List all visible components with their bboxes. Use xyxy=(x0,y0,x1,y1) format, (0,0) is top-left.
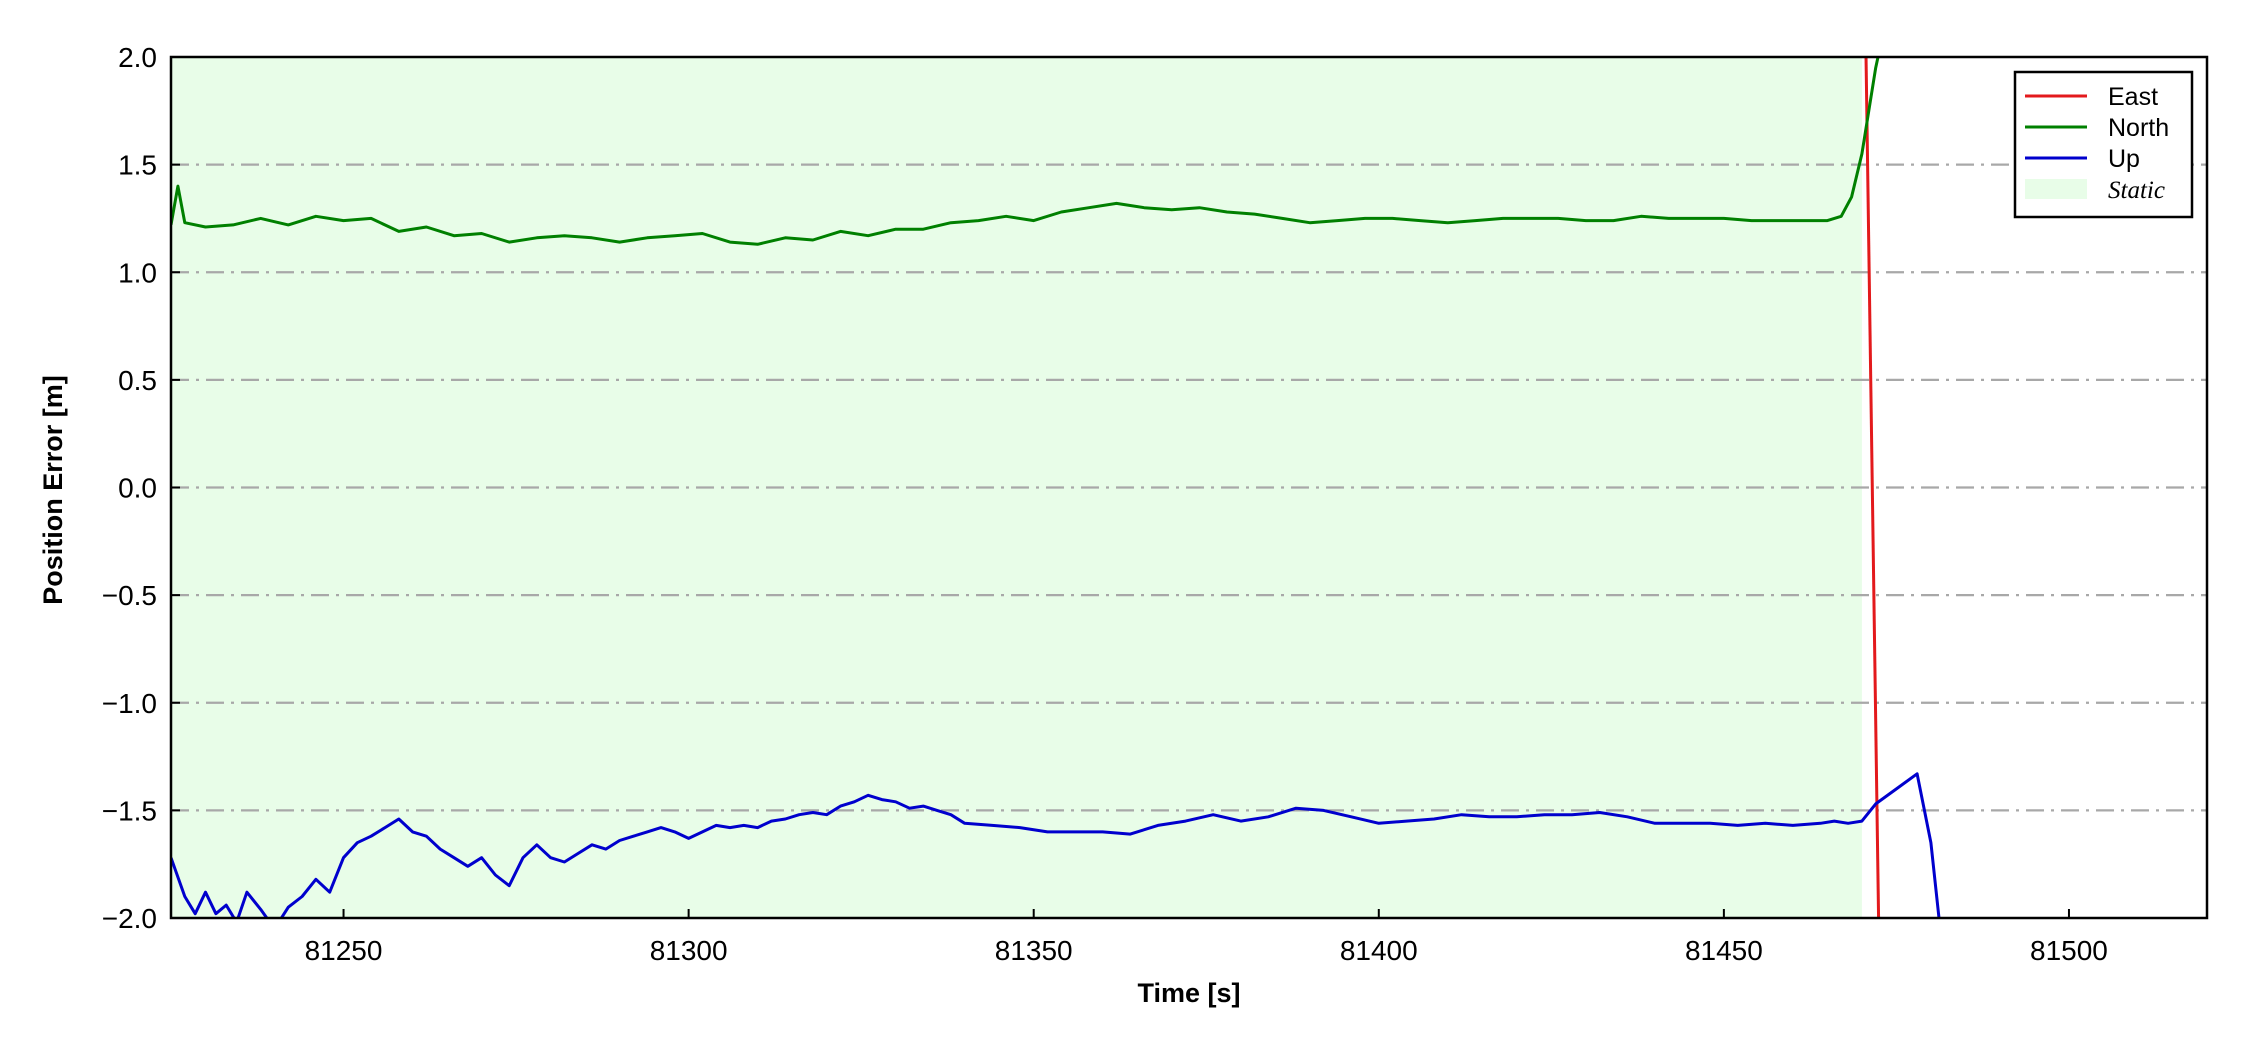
x-tick-label: 81350 xyxy=(995,935,1073,966)
legend-label-east: East xyxy=(2108,83,2158,111)
legend-label-north: North xyxy=(2108,114,2169,142)
y-tick-label: −2.0 xyxy=(102,903,157,934)
x-tick-label: 81250 xyxy=(305,935,383,966)
y-tick-label: 1.5 xyxy=(118,150,157,181)
series-line-north xyxy=(171,57,1880,246)
y-tick-label: −0.5 xyxy=(102,580,157,611)
legend-label-up: Up xyxy=(2108,145,2140,173)
x-tick-label: 81450 xyxy=(1685,935,1763,966)
legend-swatch-static xyxy=(2025,179,2087,199)
series-line-up xyxy=(171,772,1941,918)
x-tick-label: 81500 xyxy=(2030,935,2108,966)
y-axis-title: Position Error [m] xyxy=(38,375,68,605)
legend: East North Up Static xyxy=(2013,70,2194,219)
y-tick-label: 1.0 xyxy=(118,257,157,288)
y-tick-label: 0.0 xyxy=(118,473,157,504)
y-tick-label: −1.5 xyxy=(102,795,157,826)
y-tick-label: 0.5 xyxy=(118,365,157,396)
x-tick-label: 81400 xyxy=(1340,935,1418,966)
x-axis-title: Time [s] xyxy=(1137,978,1240,1008)
y-tick-label: −1.0 xyxy=(102,688,157,719)
y-tick-label: 2.0 xyxy=(118,42,157,73)
legend-label-static: Static xyxy=(2108,177,2165,204)
x-tick-label: 81300 xyxy=(650,935,728,966)
